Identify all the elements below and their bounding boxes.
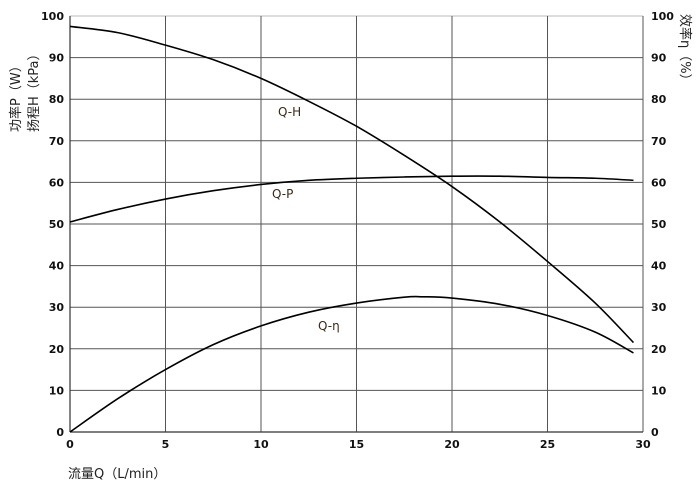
y-tick-label: 50 <box>49 218 65 231</box>
x-tick-label: 5 <box>162 438 170 451</box>
x-tick-label: 20 <box>444 438 460 451</box>
curve-q-h <box>69 25 635 344</box>
x-axis-label: 流量Q（L/min） <box>68 467 166 482</box>
curve-q-p <box>69 175 634 223</box>
curve-q-eta <box>69 295 634 433</box>
y2-tick-label: 30 <box>651 301 667 314</box>
x-tick-label: 15 <box>349 438 364 451</box>
y-axis-label-head: 扬程H（kPa） <box>27 47 42 132</box>
y-tick-label: 60 <box>49 176 65 189</box>
y-axis-label-power: 功率P（W） <box>8 59 24 132</box>
y-tick-label: 30 <box>49 301 65 314</box>
y2-tick-label: 100 <box>651 10 674 23</box>
y-tick-label: 90 <box>49 52 65 65</box>
x-tick-label: 30 <box>635 438 651 451</box>
x-tick-label: 0 <box>66 438 74 451</box>
y-tick-label: 80 <box>49 93 65 106</box>
label-q-h: Q-H <box>278 105 301 119</box>
y2-tick-label: 0 <box>651 426 659 439</box>
y2-tick-label: 70 <box>651 135 667 148</box>
y-tick-label: 100 <box>41 10 64 23</box>
y2-tick-label: 60 <box>651 176 667 189</box>
label-q-eta: Q-η <box>318 319 340 333</box>
y-tick-label: 20 <box>49 343 65 356</box>
y2-tick-label: 50 <box>651 218 667 231</box>
y-tick-label: 70 <box>49 135 65 148</box>
label-q-p: Q-P <box>272 187 293 201</box>
x-tick-label: 10 <box>253 438 269 451</box>
y2-tick-label: 10 <box>651 384 667 397</box>
y2-axis-label-efficiency: 效率η（%） <box>677 14 693 87</box>
y2-tick-label: 40 <box>651 260 667 273</box>
y2-tick-label: 90 <box>651 52 667 65</box>
x-tick-label: 25 <box>540 438 555 451</box>
y-tick-label: 0 <box>56 426 64 439</box>
y-tick-label: 10 <box>49 384 65 397</box>
y-tick-label: 40 <box>49 260 65 273</box>
y2-tick-label: 80 <box>651 93 667 106</box>
y2-tick-label: 20 <box>651 343 667 356</box>
